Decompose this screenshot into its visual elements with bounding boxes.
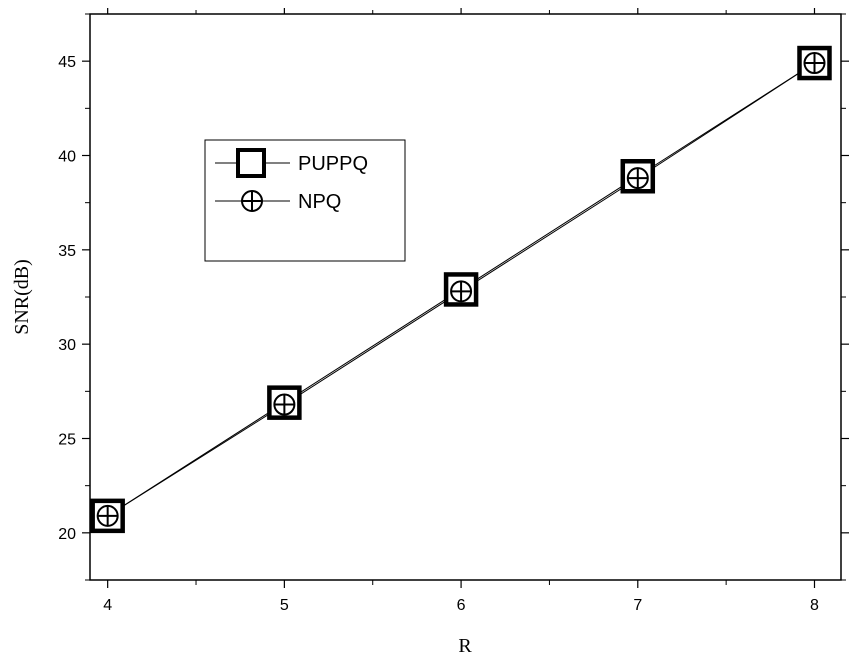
legend: PUPPQ NPQ	[204, 139, 406, 262]
data-point-npq	[626, 167, 649, 190]
x-tick-label: 5	[280, 597, 289, 614]
y-tick-label: 30	[58, 337, 76, 354]
y-tick-label: 20	[58, 526, 76, 543]
legend-marker-npq	[241, 190, 263, 212]
x-tick-label: 8	[810, 597, 819, 614]
legend-label-npq: NPQ	[298, 191, 341, 213]
y-tick-label: 45	[58, 54, 76, 71]
x-tick-label: 6	[457, 597, 466, 614]
x-tick-label: 4	[103, 597, 112, 614]
data-point-npq	[273, 393, 296, 416]
legend-marker-puppq	[236, 148, 266, 178]
x-axis: 4 5 6 7 8	[103, 8, 819, 614]
series-group	[90, 45, 832, 534]
legend-label-puppq: PUPPQ	[298, 153, 368, 175]
y-axis: 20 25 30 35 40 45	[58, 13, 849, 581]
data-point-npq	[96, 504, 119, 527]
y-axis-title: SNR(dB)	[11, 259, 33, 335]
y-tick-label: 35	[58, 243, 76, 260]
y-tick-label: 40	[58, 149, 76, 166]
data-point-npq	[803, 52, 826, 75]
y-tick-label: 25	[58, 432, 76, 449]
x-tick-label: 7	[633, 597, 642, 614]
x-axis-title: R	[458, 635, 472, 657]
data-point-npq	[450, 280, 473, 303]
